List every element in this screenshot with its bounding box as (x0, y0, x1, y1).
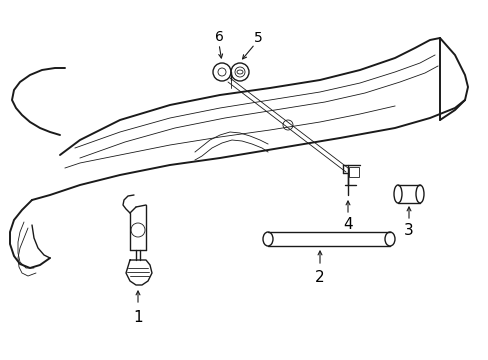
Text: 2: 2 (315, 270, 324, 284)
Text: 3: 3 (403, 224, 413, 238)
Text: 4: 4 (343, 217, 352, 233)
Bar (348, 167, 358, 177)
Text: 6: 6 (214, 30, 223, 44)
Text: 1: 1 (133, 310, 142, 324)
Text: 5: 5 (253, 31, 262, 45)
